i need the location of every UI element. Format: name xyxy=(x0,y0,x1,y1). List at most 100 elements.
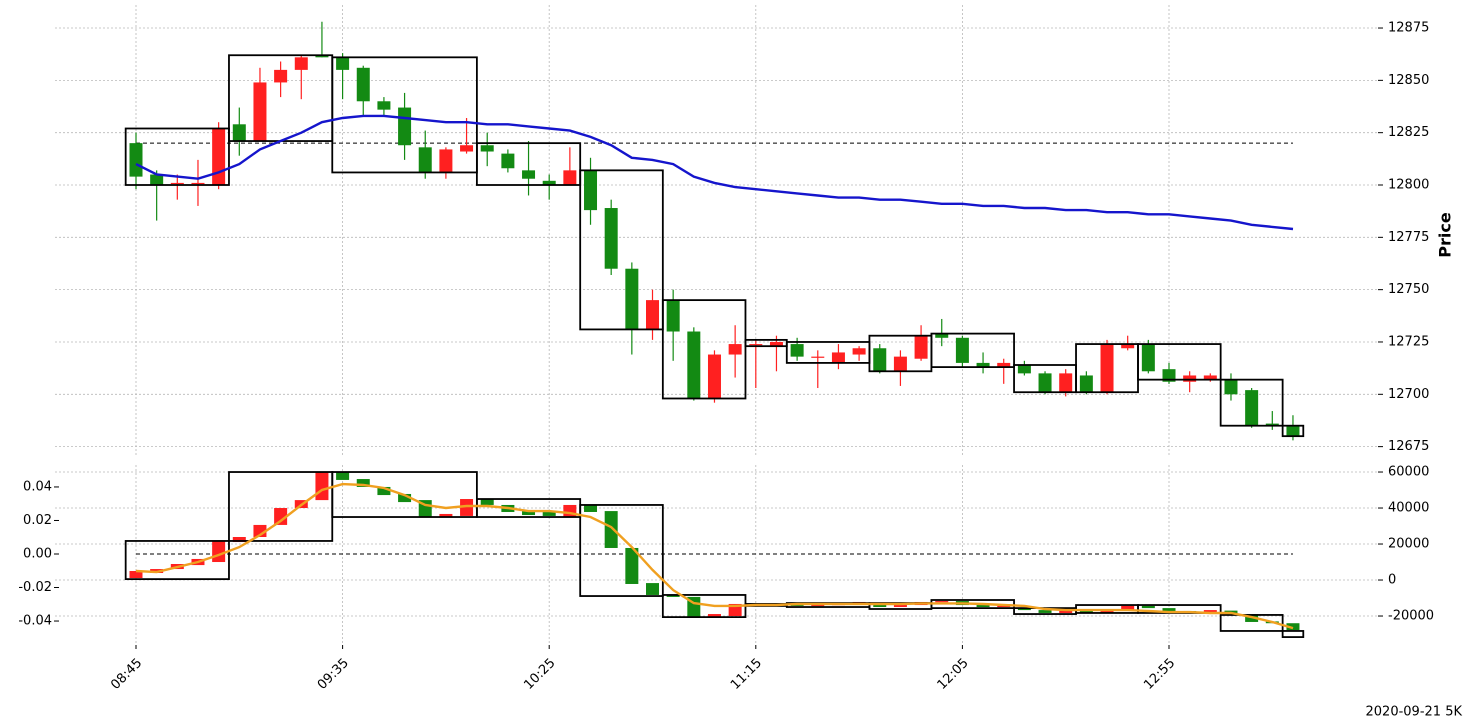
candle-body xyxy=(935,333,949,338)
candle-body xyxy=(563,504,577,518)
candle-body xyxy=(1017,365,1031,374)
candle-body xyxy=(212,128,226,185)
candle-body xyxy=(563,170,577,185)
range-box xyxy=(661,299,747,400)
candle-body xyxy=(955,337,969,363)
candle-body xyxy=(294,57,308,70)
candle-body xyxy=(1121,605,1135,611)
y-tick-label: 12725 xyxy=(1388,334,1429,349)
candle-body xyxy=(852,348,866,355)
candle-body xyxy=(1162,369,1176,382)
range-box xyxy=(475,142,582,186)
candle-body xyxy=(439,149,453,173)
candle-body xyxy=(274,508,288,525)
range-box xyxy=(331,471,478,518)
candle-body xyxy=(522,170,536,179)
candle-body xyxy=(831,352,845,363)
candle-body xyxy=(1183,375,1197,382)
y-tick-label: -0.04 xyxy=(18,614,52,629)
candle-body xyxy=(377,486,391,496)
candle-body xyxy=(1203,375,1217,380)
footer-label: 2020-09-21 5K xyxy=(1366,705,1463,720)
candle-body xyxy=(1038,373,1052,393)
y-tick-label: 12775 xyxy=(1388,230,1429,245)
candle-body xyxy=(336,57,350,70)
candle-body xyxy=(811,356,825,358)
candle-body xyxy=(976,362,990,368)
range-box xyxy=(579,169,664,331)
y-tick-label: 0.02 xyxy=(23,513,52,528)
candle-body xyxy=(480,145,494,152)
candle-body xyxy=(728,344,742,355)
range-box xyxy=(1219,378,1284,427)
candle-body xyxy=(646,300,659,330)
candle-body xyxy=(1203,610,1217,613)
range-box xyxy=(930,332,1015,368)
y-tick-label: 12850 xyxy=(1388,73,1429,88)
candle-body xyxy=(997,362,1011,368)
candle-body xyxy=(315,55,329,58)
candle-body xyxy=(687,331,701,399)
candle-body xyxy=(1121,344,1135,349)
range-box xyxy=(1219,614,1284,632)
candle-body xyxy=(914,335,928,359)
x-tick-label: 08:45 xyxy=(108,656,145,693)
y-tick-label: 60000 xyxy=(1388,465,1429,480)
candle-body xyxy=(274,69,288,83)
candle-body xyxy=(604,511,618,548)
candle-body xyxy=(1059,610,1073,613)
candle-body xyxy=(1059,373,1073,393)
candle-body xyxy=(336,472,350,480)
candle-body xyxy=(584,170,598,211)
candle-body xyxy=(749,344,763,346)
x-tick-label: 12:05 xyxy=(935,656,972,693)
moving-average-line xyxy=(135,482,1294,630)
candle-body xyxy=(893,605,907,608)
y-tick-label: 12700 xyxy=(1388,387,1429,402)
range-box xyxy=(1281,630,1305,638)
y-tick-label: 0.00 xyxy=(23,546,52,561)
candle-body xyxy=(418,147,432,173)
candle-body xyxy=(191,182,205,185)
candle-body xyxy=(460,499,474,516)
candle-body xyxy=(398,107,412,146)
candle-body xyxy=(625,268,639,330)
candle-body xyxy=(253,82,267,142)
candle-body xyxy=(976,605,990,608)
x-tick-label: 09:35 xyxy=(315,656,352,693)
candle-body xyxy=(873,348,887,372)
candle-body xyxy=(129,571,143,579)
x-tick-label: 10:25 xyxy=(521,656,558,693)
y-tick-label: 0.04 xyxy=(23,479,52,494)
candle-body xyxy=(666,300,680,332)
y-tick-label: 40000 xyxy=(1388,501,1429,516)
candle-body xyxy=(542,511,556,516)
y-tick-label: 12825 xyxy=(1388,125,1429,140)
candle-body xyxy=(1141,344,1155,372)
candle-body xyxy=(1224,379,1238,395)
candle-body xyxy=(1079,610,1093,613)
y-tick-label: -20000 xyxy=(1388,609,1434,624)
range-box xyxy=(579,504,664,597)
candle-body xyxy=(1100,344,1114,393)
candle-body xyxy=(646,583,659,595)
candle-body xyxy=(1079,375,1093,393)
candle-body xyxy=(212,540,226,563)
candle-body xyxy=(460,145,474,152)
candle-body xyxy=(377,101,391,110)
y-tick-label: 12800 xyxy=(1388,178,1429,193)
candle-body xyxy=(873,603,887,608)
y-tick-label: 12675 xyxy=(1388,439,1429,454)
candle-body xyxy=(1038,610,1052,613)
candle-body xyxy=(707,614,721,618)
candle-body xyxy=(398,493,412,503)
candle-body xyxy=(232,537,246,543)
candle-body xyxy=(584,504,598,512)
candle-body xyxy=(997,605,1011,608)
range-box xyxy=(331,56,478,174)
candle-body xyxy=(893,356,907,372)
range-box xyxy=(1281,424,1305,438)
candle-body xyxy=(1286,623,1300,631)
candle-body xyxy=(150,174,164,185)
